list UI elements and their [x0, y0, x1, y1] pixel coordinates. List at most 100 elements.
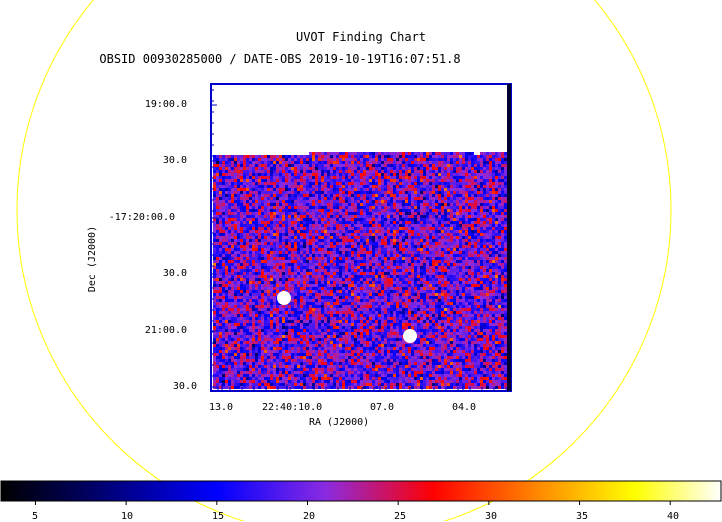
image-pixel [489, 275, 492, 278]
image-pixel [462, 290, 465, 293]
image-pixel [339, 281, 342, 284]
image-pixel [468, 152, 471, 155]
image-pixel [327, 239, 330, 242]
image-pixel [315, 209, 318, 212]
image-pixel [345, 224, 348, 227]
image-pixel [336, 212, 339, 215]
image-pixel [264, 260, 267, 263]
image-pixel [327, 266, 330, 269]
image-pixel [255, 257, 258, 260]
image-pixel [315, 269, 318, 272]
image-pixel [357, 251, 360, 254]
image-pixel [309, 302, 312, 305]
image-pixel [447, 215, 450, 218]
image-pixel [480, 188, 483, 191]
image-pixel [246, 305, 249, 308]
image-pixel [393, 248, 396, 251]
image-pixel [384, 299, 387, 302]
image-pixel [480, 248, 483, 251]
image-pixel [345, 263, 348, 266]
image-pixel [240, 227, 243, 230]
image-pixel [327, 203, 330, 206]
image-pixel [297, 296, 300, 299]
image-pixel [297, 266, 300, 269]
image-pixel [267, 164, 270, 167]
image-pixel [315, 272, 318, 275]
image-pixel [405, 239, 408, 242]
image-pixel [345, 185, 348, 188]
image-pixel [498, 182, 501, 185]
image-pixel [327, 152, 330, 155]
image-pixel [501, 185, 504, 188]
image-pixel [426, 260, 429, 263]
image-pixel [309, 236, 312, 239]
image-pixel [300, 224, 303, 227]
image-pixel [261, 224, 264, 227]
image-pixel [468, 296, 471, 299]
image-pixel [261, 221, 264, 224]
image-pixel [411, 233, 414, 236]
image-pixel [417, 299, 420, 302]
image-pixel [339, 161, 342, 164]
image-pixel [447, 185, 450, 188]
image-pixel [426, 224, 429, 227]
image-pixel [459, 176, 462, 179]
image-pixel [471, 290, 474, 293]
image-pixel [303, 209, 306, 212]
image-pixel [309, 263, 312, 266]
image-pixel [291, 227, 294, 230]
image-pixel [246, 170, 249, 173]
image-pixel [438, 224, 441, 227]
image-pixel [381, 290, 384, 293]
image-pixel [348, 257, 351, 260]
image-pixel [384, 182, 387, 185]
image-pixel [342, 242, 345, 245]
image-pixel [438, 194, 441, 197]
image-pixel [339, 227, 342, 230]
image-pixel [393, 218, 396, 221]
image-pixel [453, 278, 456, 281]
image-pixel [456, 161, 459, 164]
image-pixel [309, 167, 312, 170]
image-pixel [306, 170, 309, 173]
image-pixel [282, 272, 285, 275]
image-pixel [378, 248, 381, 251]
image-pixel [360, 281, 363, 284]
image-pixel [267, 248, 270, 251]
image-pixel [321, 287, 324, 290]
image-pixel [453, 179, 456, 182]
image-pixel [366, 227, 369, 230]
image-pixel [285, 236, 288, 239]
image-pixel [387, 254, 390, 257]
image-pixel [390, 188, 393, 191]
image-pixel [213, 254, 216, 257]
image-pixel [468, 281, 471, 284]
image-pixel [396, 206, 399, 209]
image-pixel [435, 224, 438, 227]
image-pixel [300, 209, 303, 212]
image-pixel [351, 233, 354, 236]
image-pixel [225, 194, 228, 197]
image-pixel [462, 302, 465, 305]
image-pixel [471, 224, 474, 227]
image-pixel [312, 164, 315, 167]
image-pixel [444, 248, 447, 251]
image-pixel [360, 284, 363, 287]
image-pixel [423, 224, 426, 227]
image-pixel [312, 227, 315, 230]
image-pixel [288, 251, 291, 254]
image-pixel [309, 215, 312, 218]
image-pixel [216, 173, 219, 176]
image-pixel [351, 224, 354, 227]
image-pixel [369, 161, 372, 164]
image-pixel [330, 290, 333, 293]
image-pixel [450, 188, 453, 191]
image-pixel [459, 245, 462, 248]
image-pixel [441, 275, 444, 278]
image-pixel [231, 284, 234, 287]
image-pixel [360, 158, 363, 161]
image-pixel [447, 221, 450, 224]
image-pixel [396, 182, 399, 185]
image-pixel [396, 299, 399, 302]
image-pixel [288, 218, 291, 221]
